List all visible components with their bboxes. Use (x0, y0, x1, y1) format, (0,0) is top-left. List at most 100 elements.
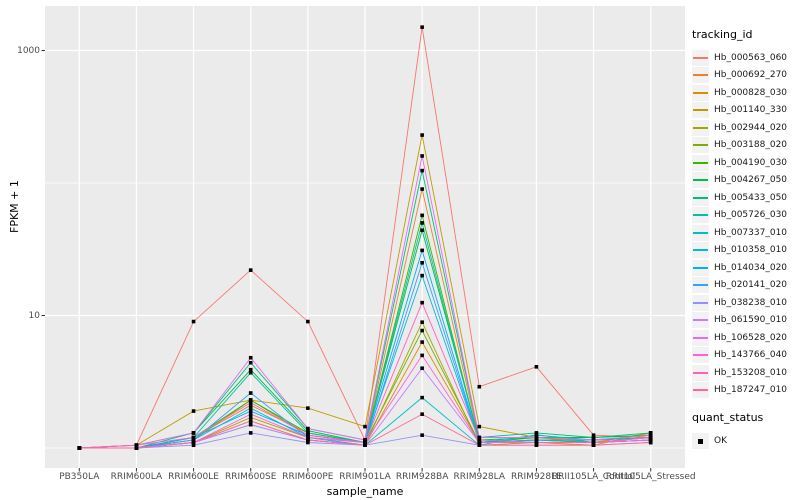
data-point (591, 433, 596, 437)
data-point (248, 406, 253, 410)
line-swatch-icon (693, 371, 708, 374)
legend-label: Hb_003188_020 (714, 140, 788, 151)
data-point (191, 409, 196, 413)
legend-entry-Hb_001140_330: Hb_001140_330 (692, 102, 798, 120)
x-tick-label-RRIM600PE: RRIM600PE (282, 472, 334, 482)
legend-key-swatch (692, 329, 709, 346)
data-point (248, 367, 253, 372)
data-point (420, 366, 424, 371)
data-point (591, 435, 596, 440)
data-point (420, 433, 424, 437)
data-point (306, 319, 310, 324)
data-point (363, 424, 367, 429)
data-point (648, 435, 653, 440)
legend-entry-Hb_000692_270: Hb_000692_270 (692, 67, 798, 85)
line-swatch-icon (693, 336, 708, 339)
legend-label: Hb_014034_020 (714, 262, 788, 273)
data-point (248, 419, 253, 423)
legend-label: Hb_002944_020 (714, 122, 788, 133)
line-swatch-icon (693, 179, 708, 182)
legend-label: Hb_187247_010 (714, 385, 788, 396)
legend-label: OK (714, 435, 727, 446)
legend-key-swatch (692, 277, 709, 294)
data-point (420, 353, 424, 358)
data-point (591, 443, 596, 447)
line-swatch-icon (693, 109, 708, 112)
data-point (420, 273, 424, 278)
data-point (248, 412, 253, 416)
data-point (248, 268, 253, 272)
legend: tracking_id Hb_000563_060 Hb_000692_270 Hb… (692, 28, 798, 450)
legend-key-swatch (692, 259, 709, 276)
data-point (306, 406, 310, 410)
x-tick-label-RRIM901LA: RRIM901LA (339, 472, 391, 482)
line-swatch-icon (693, 319, 708, 322)
legend-entry-Hb_002944_020: Hb_002944_020 (692, 119, 798, 137)
black-square-marker-icon (698, 438, 703, 444)
data-point (306, 428, 310, 433)
line-swatch-icon (693, 144, 708, 147)
legend-entry-Hb_020141_020: Hb_020141_020 (692, 277, 798, 295)
legend-label: Hb_004190_030 (714, 157, 788, 168)
legend-label: Hb_005433_050 (714, 192, 788, 203)
line-swatch-icon (693, 249, 708, 252)
data-point (477, 440, 482, 445)
legend-key-swatch (692, 294, 709, 311)
legend-label: Hb_153208_010 (714, 367, 788, 378)
legend-entry-Hb_010358_010: Hb_010358_010 (692, 242, 798, 260)
legend-key-swatch (692, 102, 709, 119)
legend-label: Hb_106528_020 (714, 332, 788, 343)
data-point (477, 384, 482, 389)
x-tick-label-RRIM600SE: RRIM600SE (224, 472, 277, 482)
legend-label: Hb_007337_010 (714, 227, 788, 238)
line-swatch-icon (693, 214, 708, 217)
data-point (420, 248, 424, 253)
data-point (591, 440, 596, 445)
legend-entry-Hb_187247_010: Hb_187247_010 (692, 382, 798, 400)
line-swatch-icon (693, 301, 708, 304)
x-tick-label-RRIM928BA: RRIM928BA (395, 472, 449, 482)
legend-entry-Hb_005726_030: Hb_005726_030 (692, 207, 798, 225)
legend-key-ok (692, 432, 709, 449)
legend-key-swatch (692, 84, 709, 101)
legend-label: Hb_038238_010 (714, 297, 788, 308)
data-point (420, 221, 424, 225)
data-point (420, 25, 424, 29)
legend-key-swatch (692, 119, 709, 136)
data-point (420, 213, 424, 218)
data-point (248, 391, 253, 395)
data-point (534, 440, 539, 445)
data-point (534, 443, 539, 447)
x-axis-title: sample_name (326, 485, 404, 498)
line-swatch-icon (693, 161, 708, 164)
data-point (420, 260, 424, 265)
data-point (534, 435, 539, 440)
legend-label: Hb_004267_050 (714, 175, 788, 186)
legend-label: Hb_000692_270 (714, 70, 788, 81)
legend-key-swatch (692, 207, 709, 224)
legend-entry-Hb_014034_020: Hb_014034_020 (692, 259, 798, 277)
legend-entry-Hb_007337_010: Hb_007337_010 (692, 224, 798, 242)
data-point (248, 360, 253, 365)
data-point (477, 435, 482, 440)
y-tick-label-1000: 1000 (17, 45, 40, 56)
data-point (248, 409, 253, 413)
legend-key-swatch (692, 312, 709, 329)
data-point (306, 433, 310, 437)
x-tick-label-RRII105LA_Stressed: RRII105LA_Stressed (605, 472, 696, 482)
legend-title-quant-status: quant_status (692, 411, 764, 424)
data-point (534, 438, 539, 442)
legend-entry-ok: OK (692, 432, 798, 450)
y-tick-label-10: 10 (28, 310, 40, 321)
data-point (591, 438, 596, 442)
data-point (306, 426, 310, 431)
legend-key-swatch (692, 172, 709, 189)
legend-title-tracking-id: tracking_id (692, 28, 753, 41)
line-swatch-icon (693, 196, 708, 199)
data-point (420, 187, 424, 191)
data-point (134, 446, 139, 450)
x-tick-label-RRIM600LA: RRIM600LA (110, 472, 163, 482)
y-axis-title: FPKM + 1 (8, 180, 21, 233)
legend-label: Hb_010358_010 (714, 245, 788, 256)
